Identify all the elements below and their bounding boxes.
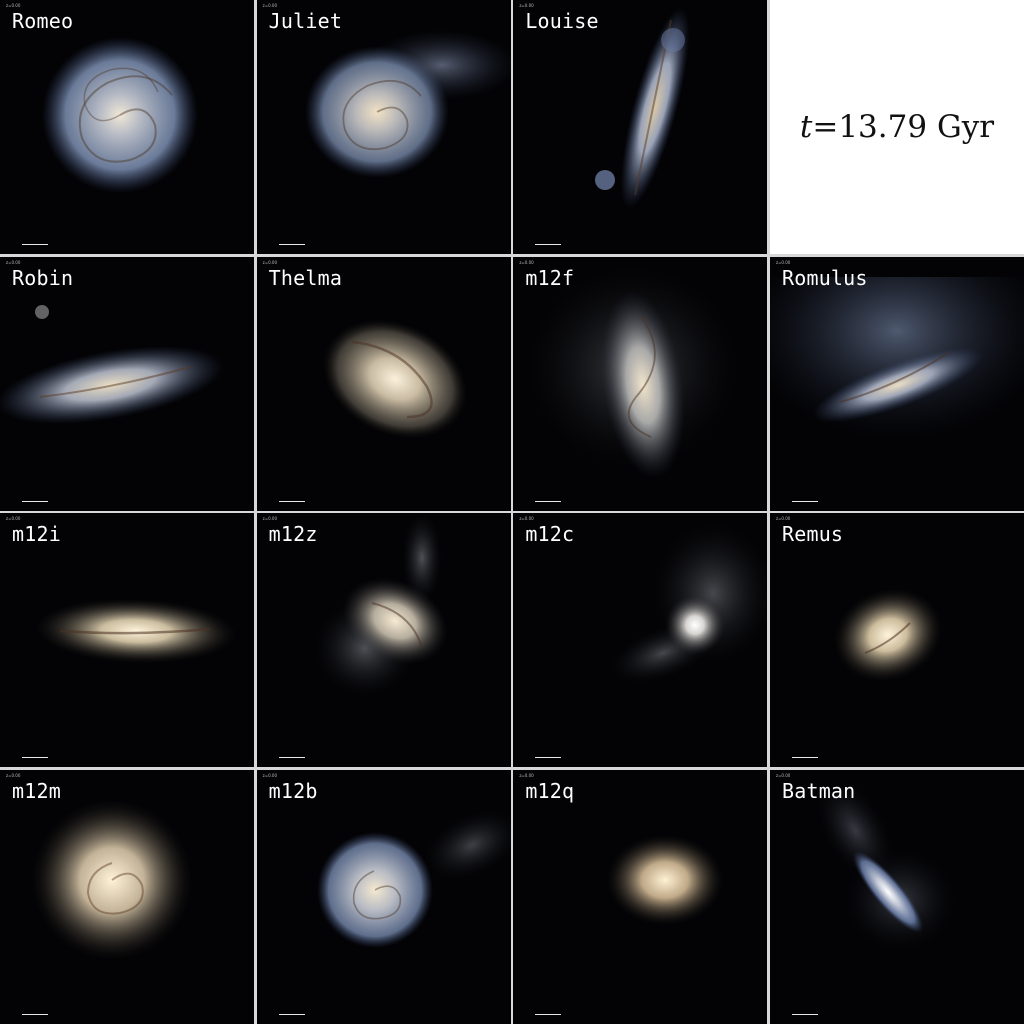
- scale-bar: [791, 1013, 818, 1015]
- redshift-label: z=0.00: [519, 772, 534, 778]
- galaxy-name: m12b: [268, 778, 318, 803]
- redshift-label: z=0.00: [519, 3, 534, 8]
- galaxy-name: Juliet: [268, 9, 343, 33]
- galaxy-name: m12z: [268, 522, 318, 547]
- galaxy-panel-m12q: z=0.00 m12q: [513, 769, 768, 1024]
- galaxy-name: Romulus: [781, 265, 868, 290]
- galaxy-panel-m12f: z=0.00 m12f: [513, 256, 768, 511]
- scale-bar: [22, 500, 48, 502]
- galaxy-name: Thelma: [268, 265, 343, 290]
- galaxy-name: Remus: [781, 522, 844, 547]
- galaxy-image: [610, 523, 768, 684]
- scale-bar: [791, 757, 818, 759]
- scale-bar: [22, 1013, 48, 1015]
- scale-bar: [535, 244, 562, 245]
- galaxy-image: [528, 266, 739, 479]
- galaxy-image: [314, 513, 448, 697]
- galaxy-name: m12i: [12, 522, 61, 547]
- scale-bar: [278, 757, 305, 759]
- galaxy-image: [817, 780, 955, 950]
- galaxy-image: [304, 30, 511, 178]
- galaxy-image: [0, 304, 224, 424]
- galaxy-panel-m12b: z=0.00 m12b: [256, 769, 511, 1024]
- galaxy-image: [607, 834, 724, 925]
- galaxy-panel-louise: z=0.00 Louise: [513, 0, 768, 254]
- scale-bar: [535, 757, 562, 759]
- galaxy-name: Romeo: [12, 9, 74, 33]
- galaxy-image: [42, 37, 198, 193]
- scale-bar: [278, 500, 305, 502]
- galaxy-image: [322, 319, 467, 438]
- galaxy-image: [36, 599, 236, 664]
- galaxy-panel-romulus: z=0.00 Romulus: [769, 256, 1024, 511]
- galaxy-panel-romeo: z=0.00 Romeo: [0, 0, 254, 254]
- scale-bar: [278, 1013, 305, 1015]
- galaxy-name: Robin: [12, 265, 74, 290]
- redshift-label: z=0.00: [262, 516, 278, 522]
- redshift-label: z=0.00: [6, 516, 21, 522]
- redshift-label: z=0.00: [262, 3, 278, 8]
- redshift-label: z=0.00: [519, 516, 534, 522]
- galaxy-name: Louise: [525, 9, 599, 33]
- redshift-label: z=0.00: [6, 772, 21, 778]
- galaxy-image: [32, 799, 192, 960]
- redshift-label: z=0.00: [519, 259, 534, 265]
- galaxy-panel-robin: z=0.00 Robin: [0, 256, 254, 511]
- galaxy-panel-m12i: z=0.00 m12i: [0, 513, 254, 768]
- redshift-label: z=0.00: [775, 516, 791, 522]
- scale-bar: [278, 244, 305, 245]
- galaxy-panel-m12c: z=0.00 m12c: [513, 513, 768, 768]
- galaxy-name: Batman: [781, 778, 856, 803]
- galaxy-image: [769, 276, 1024, 457]
- scale-bar: [791, 500, 818, 502]
- galaxy-panel-remus: z=0.00 Remus: [769, 513, 1024, 768]
- redshift-label: z=0.00: [775, 259, 791, 265]
- galaxy-name: m12c: [525, 522, 575, 547]
- galaxy-image: [316, 810, 511, 948]
- galaxy-image: [595, 7, 690, 209]
- redshift-label: z=0.00: [6, 259, 21, 265]
- galaxy-panel-m12m: z=0.00 m12m: [0, 769, 254, 1024]
- galaxy-image: [834, 589, 942, 682]
- redshift-label: z=0.00: [6, 3, 21, 8]
- galaxy-panel-thelma: z=0.00 Thelma: [256, 256, 511, 511]
- redshift-label: z=0.00: [262, 259, 278, 265]
- galaxy-panel-juliet: z=0.00 Juliet: [256, 0, 511, 254]
- galaxy-panel-batman: z=0.00 Batman: [769, 769, 1024, 1024]
- galaxy-panel-m12z: z=0.00 m12z: [256, 513, 511, 768]
- redshift-label: z=0.00: [262, 772, 278, 778]
- time-label: t=13.79 Gyr: [799, 109, 995, 145]
- galaxy-name: m12f: [525, 265, 575, 290]
- time-label-panel: t=13.79 Gyr: [769, 0, 1024, 254]
- scale-bar: [535, 500, 562, 502]
- galaxy-name: m12q: [525, 778, 575, 803]
- scale-bar: [22, 244, 48, 245]
- scale-bar: [535, 1013, 562, 1015]
- scale-bar: [22, 757, 48, 759]
- redshift-label: z=0.00: [775, 772, 791, 778]
- galaxy-name: m12m: [12, 778, 61, 803]
